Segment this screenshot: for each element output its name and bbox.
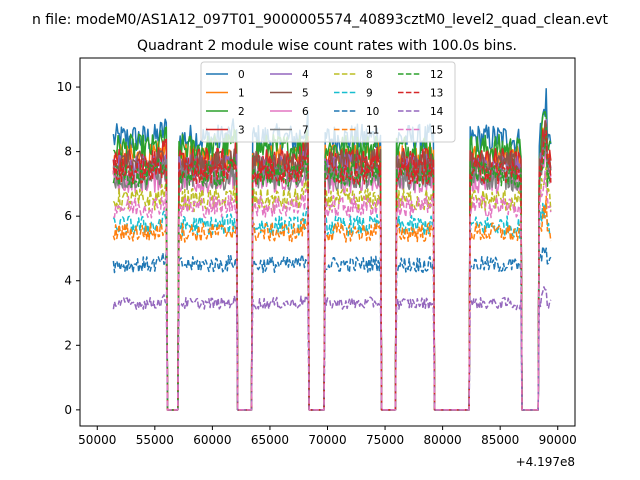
legend-label-3: 3 <box>238 125 245 137</box>
legend-label-10: 10 <box>366 106 379 118</box>
legend-label-5: 5 <box>302 88 309 100</box>
series-line-12 <box>112 126 552 411</box>
x-tick-label: 55000 <box>136 433 174 447</box>
legend-label-4: 4 <box>302 69 309 81</box>
series-line-5 <box>112 120 552 411</box>
legend-label-1: 1 <box>238 88 245 100</box>
figure-suptitle: n file: modeM0/AS1A12_097T01_9000005574_… <box>32 12 609 28</box>
series-line-14 <box>112 286 552 411</box>
legend-label-15: 15 <box>430 125 443 137</box>
y-tick-label: 8 <box>64 145 72 159</box>
legend-label-12: 12 <box>430 69 443 81</box>
x-tick-label: 50000 <box>78 433 116 447</box>
series-line-15 <box>113 170 552 411</box>
legend-label-14: 14 <box>430 106 444 118</box>
axes-layer: 50000 55000 60000 65000 70000 75000 80000 85000… <box>57 80 577 447</box>
legend-label-9: 9 <box>366 88 373 100</box>
y-tick-label: 10 <box>57 80 72 94</box>
x-tick-label: 75000 <box>366 433 404 447</box>
x-tick-label: 90000 <box>539 433 577 447</box>
series-line-7 <box>112 139 552 411</box>
series-layer <box>112 88 552 411</box>
chart-title: Quadrant 2 module wise count rates with … <box>137 38 517 54</box>
legend-label-0: 0 <box>238 69 245 81</box>
series-line-9 <box>112 202 551 411</box>
legend-label-2: 2 <box>238 106 245 118</box>
legend-frame <box>200 61 456 143</box>
legend-label-8: 8 <box>366 69 373 81</box>
x-tick-label: 85000 <box>481 433 519 447</box>
y-tick-label: 0 <box>64 403 72 417</box>
y-tick-label: 6 <box>64 209 72 223</box>
y-tick-label: 2 <box>64 338 72 352</box>
series-line-11 <box>112 195 552 411</box>
x-tick-label: 65000 <box>251 433 289 447</box>
x-tick-label: 70000 <box>308 433 346 447</box>
x-axis-offset-label: +4.197e8 <box>516 455 575 469</box>
legend-label-11: 11 <box>366 125 379 137</box>
series-line-13 <box>112 130 552 411</box>
y-tick-label: 4 <box>64 274 72 288</box>
series-line-10 <box>112 245 552 411</box>
legend-label-13: 13 <box>430 88 443 100</box>
x-tick-label: 60000 <box>193 433 231 447</box>
legend-label-6: 6 <box>302 106 309 118</box>
legend-label-7: 7 <box>302 125 309 137</box>
x-tick-label: 80000 <box>424 433 462 447</box>
